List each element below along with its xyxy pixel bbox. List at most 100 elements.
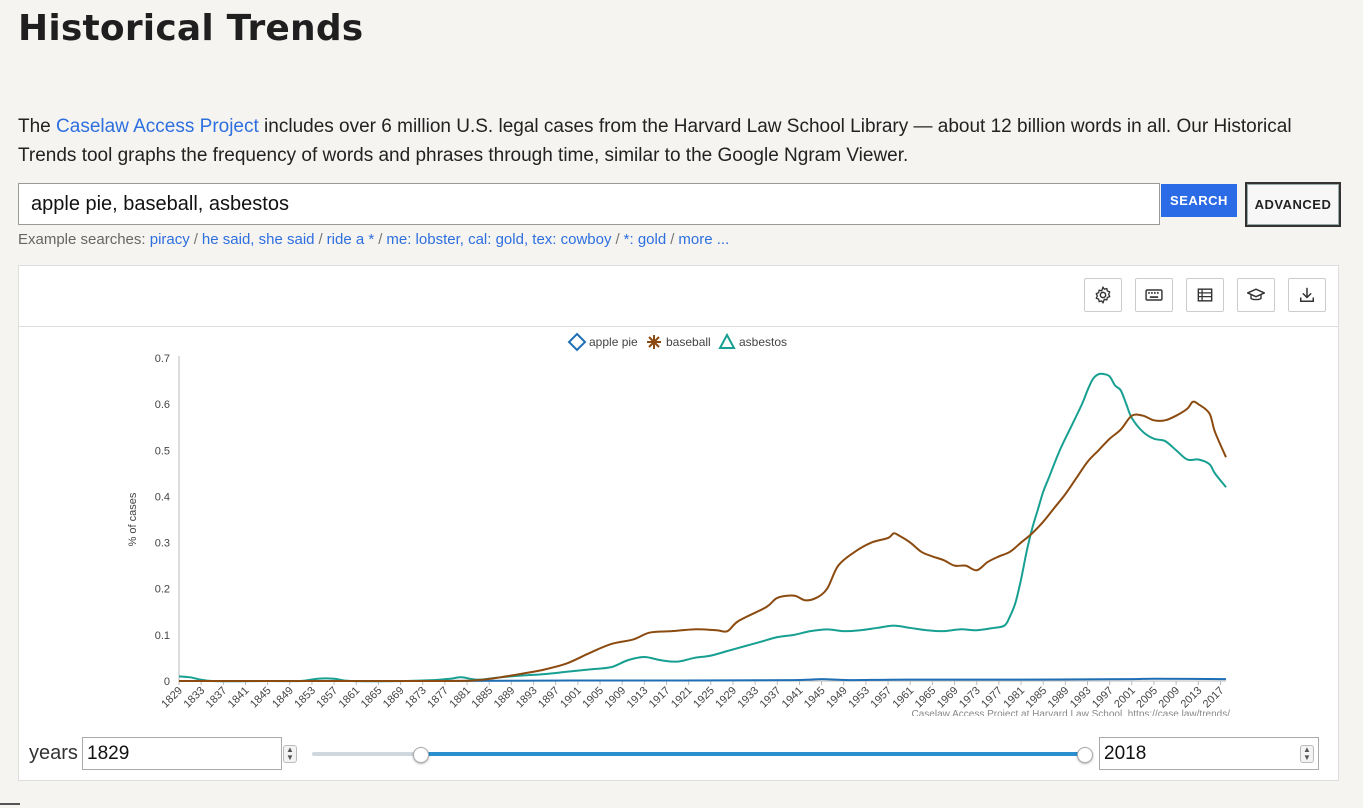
table-view-button[interactable] [1186, 278, 1224, 312]
advanced-button[interactable]: ADVANCED [1245, 182, 1341, 227]
x-tick-label: 1973 [957, 685, 983, 711]
legend-marker-diamond [567, 332, 587, 352]
end-year-spinner[interactable]: ▲ ▼ [1300, 745, 1314, 763]
x-tick-label: 1865 [359, 685, 385, 711]
y-axis-label: % of cases [127, 492, 139, 546]
start-year-input[interactable] [82, 737, 282, 770]
x-tick-label: 1993 [1068, 685, 1094, 711]
years-label: years [29, 742, 78, 764]
legend-label: apple pie [589, 335, 638, 349]
x-tick-label: 1877 [425, 685, 451, 711]
end-year-input[interactable] [1099, 737, 1319, 770]
intro-suffix: includes over 6 million U.S. legal cases… [18, 116, 1292, 166]
x-tick-label: 1853 [292, 685, 318, 711]
x-tick-label: 1933 [735, 685, 761, 711]
divider [0, 803, 20, 805]
y-tick-label: 0.5 [155, 445, 170, 457]
download-button[interactable] [1288, 278, 1326, 312]
search-button[interactable]: SEARCH [1161, 184, 1237, 217]
separator: / [615, 231, 620, 248]
x-tick-label: 1897 [536, 685, 562, 711]
example-link-ride-a[interactable]: ride a * [326, 231, 375, 248]
x-tick-label: 1905 [580, 685, 606, 711]
example-link-wildcard-gold[interactable]: *: gold [623, 231, 667, 248]
caselaw-access-project-link[interactable]: Caselaw Access Project [56, 116, 259, 137]
x-tick-label: 1837 [204, 685, 230, 711]
graduation-cap-icon [1246, 288, 1266, 301]
separator: / [670, 231, 675, 248]
x-tick-label: 1989 [1046, 685, 1072, 711]
x-tick-label: 1957 [868, 685, 894, 711]
legend-label: asbestos [739, 335, 787, 349]
x-tick-label: 1985 [1024, 685, 1050, 711]
x-tick-label: 1869 [381, 685, 407, 711]
example-link-more[interactable]: more ... [678, 231, 730, 248]
x-tick-label: 1925 [691, 685, 717, 711]
year-range-fill [420, 752, 1084, 756]
x-tick-label: 1885 [470, 685, 496, 711]
x-tick-label: 1909 [602, 685, 628, 711]
x-tick-label: 1845 [248, 685, 274, 711]
x-tick-label: 1981 [1001, 685, 1027, 711]
example-link-he-said-she-said[interactable]: he said, she said [201, 231, 315, 248]
x-tick-label: 1941 [780, 685, 806, 711]
separator: / [318, 231, 323, 248]
x-tick-label: 1929 [713, 685, 739, 711]
x-tick-label: 1861 [337, 685, 363, 711]
settings-button[interactable] [1084, 278, 1122, 312]
x-tick-label: 1937 [758, 685, 784, 711]
x-tick-label: 1997 [1090, 685, 1116, 711]
x-tick-label: 1857 [314, 685, 340, 711]
x-tick-label: 1913 [625, 685, 651, 711]
x-tick-label: 1953 [846, 685, 872, 711]
x-tick-label: 1849 [270, 685, 296, 711]
x-tick-label: 1977 [979, 685, 1005, 711]
intro-prefix: The [18, 116, 57, 137]
download-icon [1300, 287, 1314, 302]
y-tick-label: 0.4 [155, 491, 170, 503]
example-link-piracy[interactable]: piracy [149, 231, 190, 248]
y-tick-label: 0.6 [155, 399, 170, 411]
search-input[interactable] [18, 183, 1160, 225]
y-tick-label: 0.3 [155, 538, 170, 550]
x-tick-label: 1889 [492, 685, 518, 711]
series-line-baseball [178, 400, 1227, 683]
x-tick-label: 1829 [159, 685, 185, 711]
table-icon [1197, 288, 1213, 302]
x-tick-label: 2017 [1201, 685, 1227, 711]
example-link-lobster-gold-cowboy[interactable]: me: lobster, cal: gold, tex: cowboy [386, 231, 612, 248]
x-tick-label: 1881 [447, 685, 473, 711]
x-tick-label: 1949 [824, 685, 850, 711]
legend-label: baseball [666, 335, 711, 349]
x-tick-label: 1873 [403, 685, 429, 711]
series-line-asbestos [178, 372, 1227, 683]
gear-icon [1095, 286, 1111, 304]
y-tick-label: 0 [164, 676, 170, 688]
x-tick-label: 1945 [802, 685, 828, 711]
x-tick-label: 2001 [1112, 685, 1138, 711]
x-tick-label: 1833 [181, 685, 207, 711]
x-tick-label: 1841 [226, 685, 252, 711]
x-tick-label: 2005 [1134, 685, 1160, 711]
x-tick-label: 2009 [1156, 685, 1182, 711]
start-year-handle[interactable] [413, 747, 430, 763]
keyboard-button[interactable] [1135, 278, 1173, 312]
citation-button[interactable] [1237, 278, 1275, 312]
legend-marker-triangle [718, 332, 736, 349]
y-tick-label: 0.2 [155, 584, 170, 596]
end-year-handle[interactable] [1077, 747, 1093, 763]
x-tick-label: 1969 [935, 685, 961, 711]
intro-text: The Caselaw Access Project includes over… [18, 112, 1318, 170]
x-tick-label: 1917 [647, 685, 673, 711]
graph-panel: 0 0.1 0.2 0.3 0.4 0.5 0.6 0.7 1829 1833 1837 1841 18… [18, 265, 1339, 781]
x-tick-label: 2013 [1179, 685, 1205, 711]
x-tick-label: 1965 [913, 685, 939, 711]
x-tick-label: 1901 [558, 685, 584, 711]
example-searches-label: Example searches: [18, 231, 146, 248]
y-tick-label: 0.1 [155, 630, 170, 642]
page-title: Historical Trends [18, 8, 364, 49]
separator: / [378, 231, 383, 248]
x-tick-label: 1921 [669, 685, 695, 711]
start-year-spinner[interactable]: ▲ ▼ [283, 745, 297, 763]
legend-marker-asterisk [647, 335, 661, 349]
